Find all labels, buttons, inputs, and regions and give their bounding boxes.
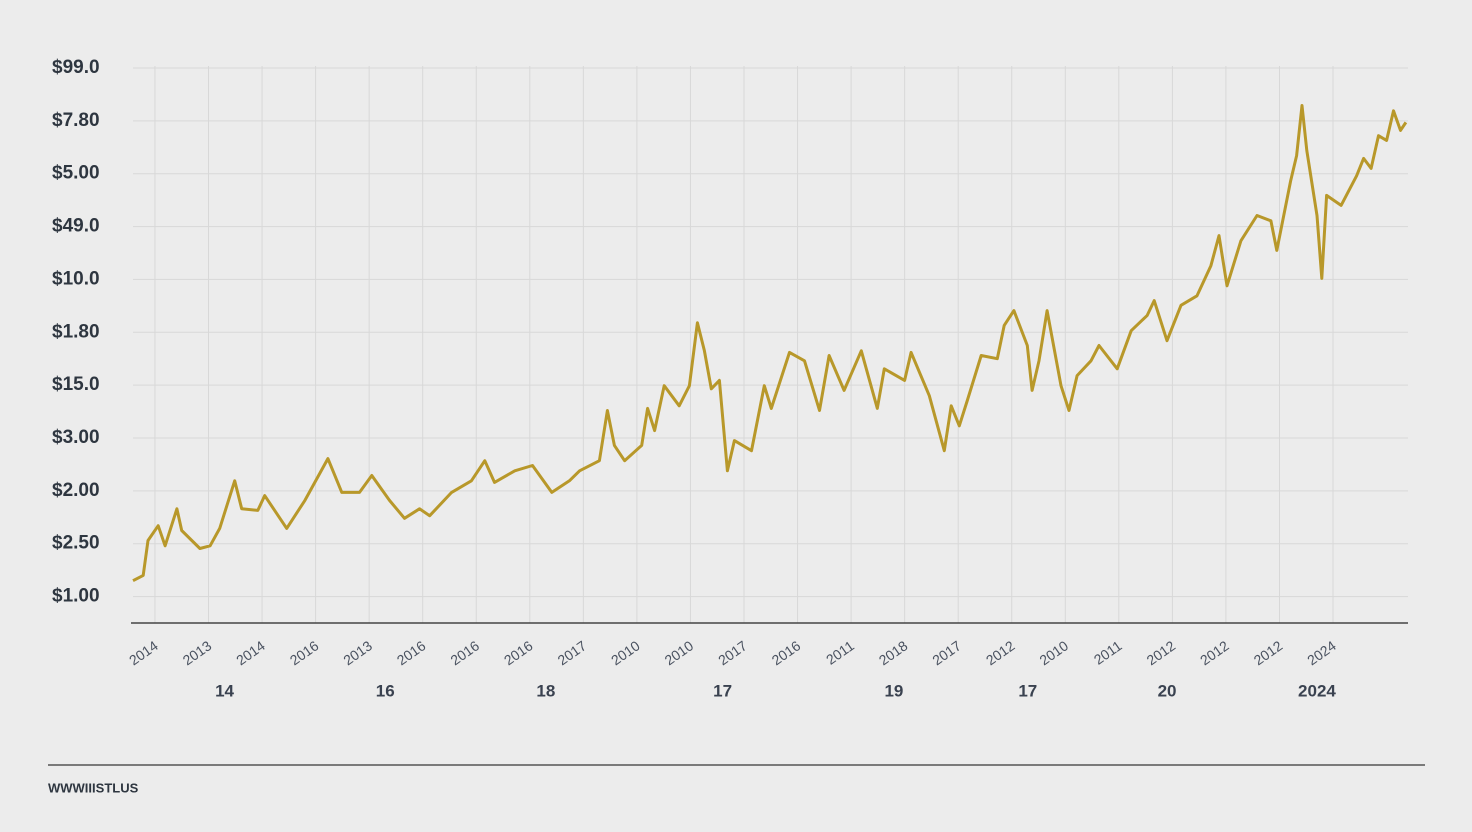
y-tick-label: $1.00: [52, 586, 100, 607]
y-tick-label: $99.0: [52, 57, 100, 78]
x-group-label: 2024: [1298, 681, 1336, 700]
y-tick-label: $10.0: [52, 268, 100, 289]
x-group-label: 17: [713, 681, 732, 700]
y-tick-label: $1.80: [52, 321, 100, 342]
x-group-label: 14: [215, 681, 234, 700]
y-tick-label: $15.0: [52, 374, 100, 395]
footer-text: WWWIIISTLUS: [48, 780, 139, 795]
x-group-label: 20: [1158, 681, 1177, 700]
y-tick-label: $49.0: [52, 216, 100, 237]
y-tick-label: $2.00: [52, 480, 100, 501]
x-group-label: 18: [536, 681, 555, 700]
price-line: [132, 104, 1408, 583]
x-group-label: 16: [376, 681, 395, 700]
x-group-label: 19: [884, 681, 903, 700]
y-tick-label: $5.00: [52, 163, 100, 184]
y-tick-label: $3.00: [52, 427, 100, 448]
x-group-label: 17: [1018, 681, 1037, 700]
y-tick-label: $2.50: [52, 533, 100, 554]
y-tick-label: $7.80: [52, 110, 100, 131]
